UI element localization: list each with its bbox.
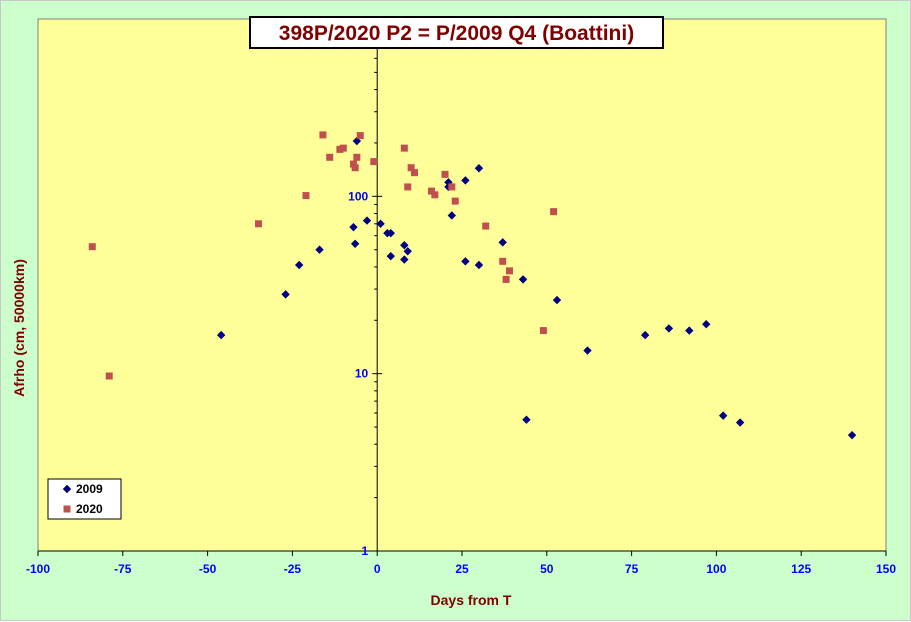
data-point-2020	[411, 169, 419, 177]
data-point-2009	[352, 136, 362, 146]
x-tick-label: 75	[625, 562, 639, 576]
legend-marker-2009	[62, 484, 72, 494]
data-point-2009	[461, 176, 470, 185]
data-point-2009	[376, 219, 385, 229]
data-point-2009	[522, 415, 531, 424]
data-point-2020	[349, 160, 357, 168]
x-tick-label: -25	[284, 562, 302, 576]
data-point-2020	[356, 132, 364, 140]
data-point-2020	[499, 257, 507, 265]
x-tick-label: 0	[374, 562, 381, 576]
plot-area	[37, 18, 887, 552]
data-point-2009	[640, 330, 650, 340]
series-2009	[216, 136, 857, 440]
data-point-2009	[735, 418, 745, 427]
data-point-2009	[216, 330, 226, 340]
data-point-2009	[447, 211, 457, 220]
data-point-2020	[353, 153, 361, 161]
data-point-2009	[386, 251, 395, 261]
data-point-2009	[315, 245, 324, 254]
data-point-2009	[461, 257, 470, 266]
y-tick-label: 10	[355, 367, 369, 381]
data-point-2020	[105, 372, 113, 380]
x-tick-label: 150	[876, 562, 896, 576]
data-point-2009	[362, 216, 372, 225]
data-point-2009	[386, 228, 395, 238]
legend-marker-2020	[63, 505, 71, 513]
data-point-2009	[349, 222, 358, 232]
x-tick-label: -50	[199, 562, 217, 576]
x-tick-label: 50	[540, 562, 554, 576]
data-point-2009	[552, 295, 562, 305]
legend-label-2020: 2020	[76, 502, 103, 516]
data-point-2009	[583, 346, 592, 355]
data-point-2020	[427, 187, 435, 195]
y-tick-label: 1	[362, 544, 369, 558]
legend: 2009 2020	[47, 478, 122, 520]
data-point-2020	[550, 208, 558, 216]
x-tick-label: 25	[455, 562, 469, 576]
series-2020	[88, 131, 558, 380]
data-point-2009	[664, 324, 674, 333]
y-axis-title: Afrho (cm, 50000km)	[11, 259, 27, 397]
data-point-2020	[502, 275, 510, 283]
data-point-2020	[254, 220, 262, 228]
data-point-2009	[400, 241, 409, 250]
data-point-2020	[441, 170, 449, 178]
data-point-2009	[847, 430, 857, 440]
data-point-2009	[474, 164, 484, 173]
x-tick-label: -100	[26, 562, 50, 576]
tick-labels: -100 -75 -50 -25 0 25 50 75 100 125 150 1 10 100	[26, 189, 896, 576]
data-point-2020	[339, 144, 347, 152]
axes	[37, 19, 887, 556]
data-point-2020	[88, 243, 96, 251]
data-point-2020	[319, 131, 327, 139]
data-point-2020	[370, 158, 378, 166]
x-tick-label: 100	[706, 562, 726, 576]
data-point-2020	[539, 327, 547, 335]
data-point-2009	[281, 290, 290, 299]
data-point-2020	[400, 144, 408, 152]
x-tick-label: 125	[791, 562, 811, 576]
y-tick-label: 100	[348, 189, 368, 203]
data-point-2020	[505, 267, 513, 275]
data-point-2009	[474, 260, 484, 270]
data-points	[88, 131, 857, 440]
legend-label-2009: 2009	[76, 482, 103, 496]
legend-box	[47, 478, 122, 520]
data-point-2020	[448, 183, 456, 191]
data-point-2009	[702, 320, 711, 329]
x-axis-title: Days from T	[431, 592, 512, 608]
data-point-2020	[404, 183, 412, 191]
data-point-2020	[407, 164, 415, 172]
data-point-2020	[351, 164, 359, 172]
data-point-2009	[518, 275, 528, 284]
data-point-2009	[718, 411, 728, 420]
chart-title: 398P/2020 P2 = P/2009 Q4 (Boattini)	[279, 22, 634, 45]
title-box	[249, 16, 664, 49]
data-point-2009	[294, 260, 304, 270]
data-point-2020	[451, 197, 459, 205]
data-point-2020	[326, 153, 334, 161]
x-tick-label: -75	[114, 562, 132, 576]
data-point-2009	[685, 326, 694, 335]
data-point-2009	[350, 239, 360, 248]
data-point-2020	[482, 222, 490, 230]
data-point-2020	[431, 191, 439, 199]
data-point-2009	[498, 238, 507, 247]
data-point-2009	[400, 255, 409, 264]
data-point-2020	[302, 192, 310, 200]
data-point-2009	[403, 247, 412, 256]
